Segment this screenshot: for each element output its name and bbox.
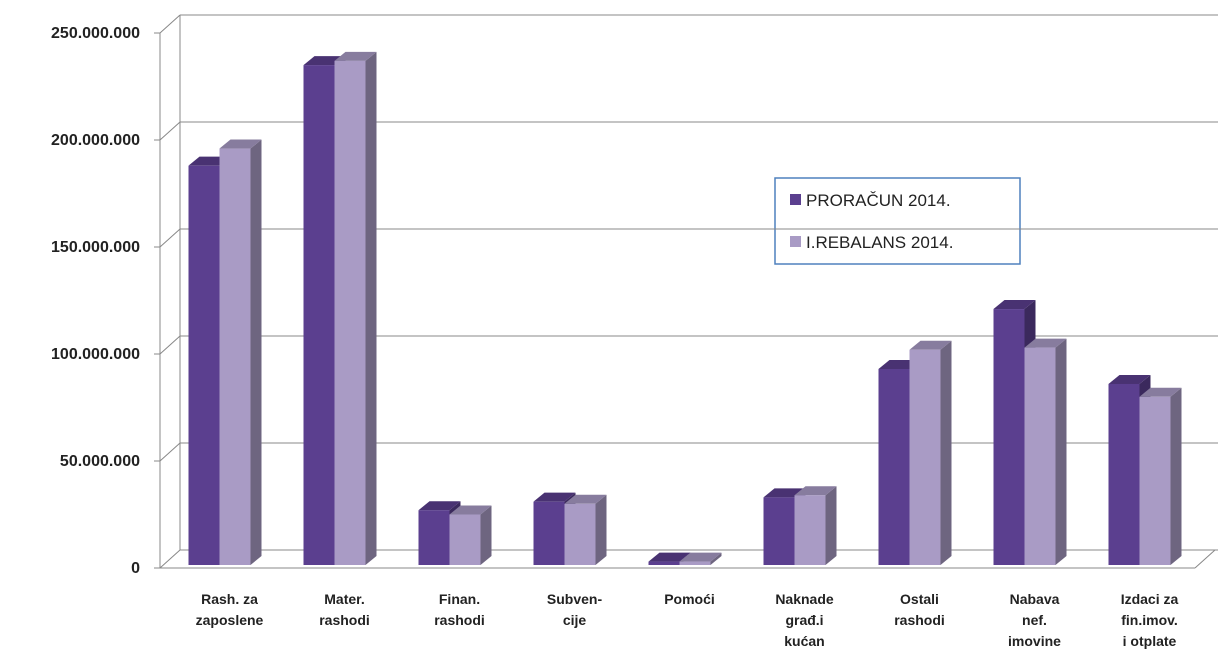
bar-top — [1024, 338, 1067, 348]
bar-side — [940, 340, 952, 565]
y-tick-label: 200.000.000 — [51, 132, 140, 149]
bar-side — [1170, 387, 1182, 565]
x-tick-label: kućan — [784, 633, 824, 649]
bar — [564, 494, 607, 565]
x-tick-label: i otplate — [1123, 633, 1177, 649]
x-tick-label: Subven- — [547, 591, 603, 607]
bar-front — [648, 561, 680, 565]
x-tick-label: Finan. — [439, 591, 480, 607]
x-tick-label: Naknade — [775, 591, 834, 607]
grid-diagonal — [159, 335, 181, 355]
grid-diagonal — [159, 549, 181, 569]
y-tick-label: 150.000.000 — [51, 239, 140, 256]
legend-label: I.REBALANS 2014. — [806, 233, 953, 252]
y-tick-label: 0 — [131, 560, 140, 577]
legend-swatch — [790, 194, 801, 205]
bar-top — [993, 300, 1036, 310]
bar-top — [533, 492, 576, 502]
legend-label: PRORAČUN 2014. — [806, 191, 951, 210]
bar-front — [679, 561, 711, 565]
bar-front — [993, 309, 1025, 565]
bar-side — [365, 51, 377, 565]
x-tick-label: Rash. za — [201, 591, 258, 607]
legend-swatch — [790, 236, 801, 247]
bar-side — [480, 505, 492, 565]
bar — [1139, 387, 1182, 565]
bar-front — [763, 497, 795, 565]
bar-front — [1024, 347, 1056, 565]
bar-top — [564, 494, 607, 504]
bar — [794, 486, 837, 565]
bar-front — [794, 495, 826, 565]
bar-front — [533, 501, 565, 565]
x-tick-label: Pomoći — [664, 591, 715, 607]
bar-side — [595, 494, 607, 565]
bar — [334, 51, 377, 565]
x-tick-label: Mater. — [324, 591, 364, 607]
bar-top — [418, 501, 461, 511]
x-tick-label: cije — [563, 612, 587, 628]
grid-line — [159, 14, 1218, 34]
bar-top — [679, 552, 722, 562]
legend-box — [774, 177, 1021, 265]
bar-front — [219, 148, 251, 565]
bar — [1024, 338, 1067, 565]
bar — [679, 552, 722, 565]
bar-top — [219, 139, 262, 149]
bar-side — [825, 486, 837, 565]
bar-front — [303, 65, 335, 565]
x-tick-label: rashodi — [319, 612, 370, 628]
grid-diagonal — [159, 228, 181, 248]
x-tick-label: zaposlene — [196, 612, 264, 628]
floor-right — [1194, 549, 1216, 569]
grid-diagonal — [159, 442, 181, 462]
bar-side — [710, 552, 722, 565]
bar-front — [334, 60, 366, 565]
bar-top — [334, 51, 377, 61]
bar-top — [909, 340, 952, 350]
bar-side — [1055, 338, 1067, 565]
x-tick-label: građ.i — [785, 612, 823, 628]
bar — [449, 505, 492, 565]
bar-top — [1108, 374, 1151, 384]
y-tick-label: 250.000.000 — [51, 25, 140, 42]
bar-front — [188, 165, 220, 565]
bar-front — [1108, 383, 1140, 565]
bar-front — [418, 510, 450, 565]
bar-front — [878, 368, 910, 565]
bar-top — [1139, 387, 1182, 397]
bar-front — [909, 349, 941, 565]
bar-top — [648, 552, 691, 562]
grid-diagonal — [159, 121, 181, 141]
bar-top — [449, 505, 492, 515]
grid-diagonal — [159, 14, 181, 34]
bar — [909, 340, 952, 565]
x-tick-label: imovine — [1008, 633, 1061, 649]
x-tick-label: fin.imov. — [1121, 612, 1178, 628]
bar-top — [794, 486, 837, 496]
y-tick-label: 100.000.000 — [51, 346, 140, 363]
x-tick-label: rashodi — [434, 612, 485, 628]
bar-side — [250, 139, 262, 565]
bar-front — [564, 503, 596, 565]
y-tick-label: 50.000.000 — [60, 453, 140, 470]
x-tick-label: rashodi — [894, 612, 945, 628]
x-tick-label: Izdaci za — [1121, 591, 1179, 607]
x-tick-label: Ostali — [900, 591, 939, 607]
bar-front — [449, 514, 481, 565]
x-tick-label: Nabava — [1010, 591, 1060, 607]
x-tick-label: nef. — [1022, 612, 1047, 628]
bar — [219, 139, 262, 565]
bar-front — [1139, 396, 1171, 565]
